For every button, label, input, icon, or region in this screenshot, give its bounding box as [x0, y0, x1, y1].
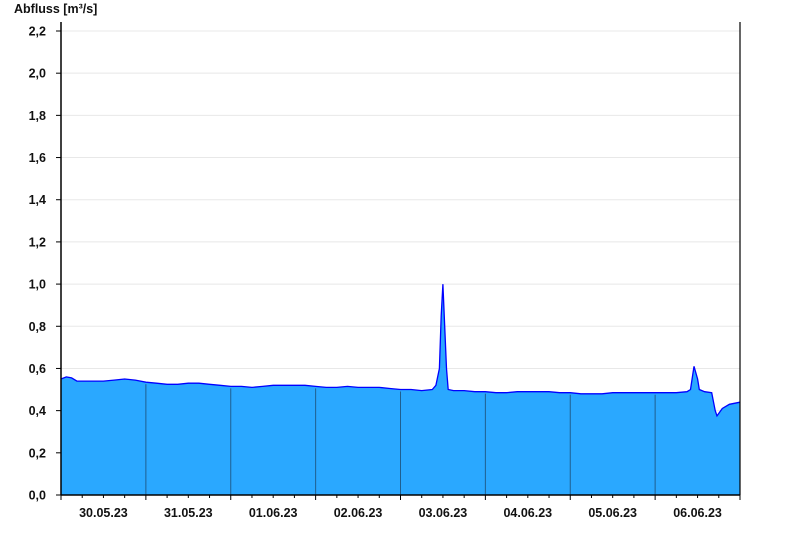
x-tick-label: 04.06.23 — [503, 506, 552, 520]
y-tick-label: 0,2 — [29, 446, 46, 460]
x-tick-label: 31.05.23 — [164, 506, 213, 520]
x-tick-label: 05.06.23 — [588, 506, 637, 520]
y-ticks: 0,0 0,2 0,4 0,6 0,8 1,0 1,2 1,4 1,6 1,8 2,0 2,2 — [29, 25, 61, 503]
y-axis-label: Abfluss [m³/s] — [14, 2, 97, 16]
y-tick-label: 1,8 — [29, 109, 46, 123]
y-tick-label: 0,6 — [29, 362, 46, 376]
day-separators — [145, 384, 656, 495]
series-line — [60, 284, 741, 418]
y-tick-label: 1,0 — [29, 278, 46, 292]
y-tick-label: 1,4 — [29, 193, 46, 207]
x-tick-label: 03.06.23 — [419, 506, 468, 520]
y-tick-label: 1,2 — [29, 235, 46, 249]
y-tick-label: 0,8 — [29, 320, 46, 334]
x-tick-label: 06.06.23 — [673, 506, 722, 520]
y-tick-label: 2,0 — [29, 67, 46, 81]
y-tick-label: 0,0 — [29, 489, 46, 503]
y-tick-label: 0,4 — [29, 404, 46, 418]
y-tick-label: 1,6 — [29, 151, 46, 165]
x-ticks: 30.05.23 31.05.23 01.06.23 02.06.23 03.06.23… — [60, 495, 741, 520]
x-tick-label: 01.06.23 — [249, 506, 298, 520]
x-tick-label: 30.05.23 — [79, 506, 128, 520]
y-tick-label: 2,2 — [29, 25, 46, 39]
x-tick-label: 02.06.23 — [334, 506, 383, 520]
